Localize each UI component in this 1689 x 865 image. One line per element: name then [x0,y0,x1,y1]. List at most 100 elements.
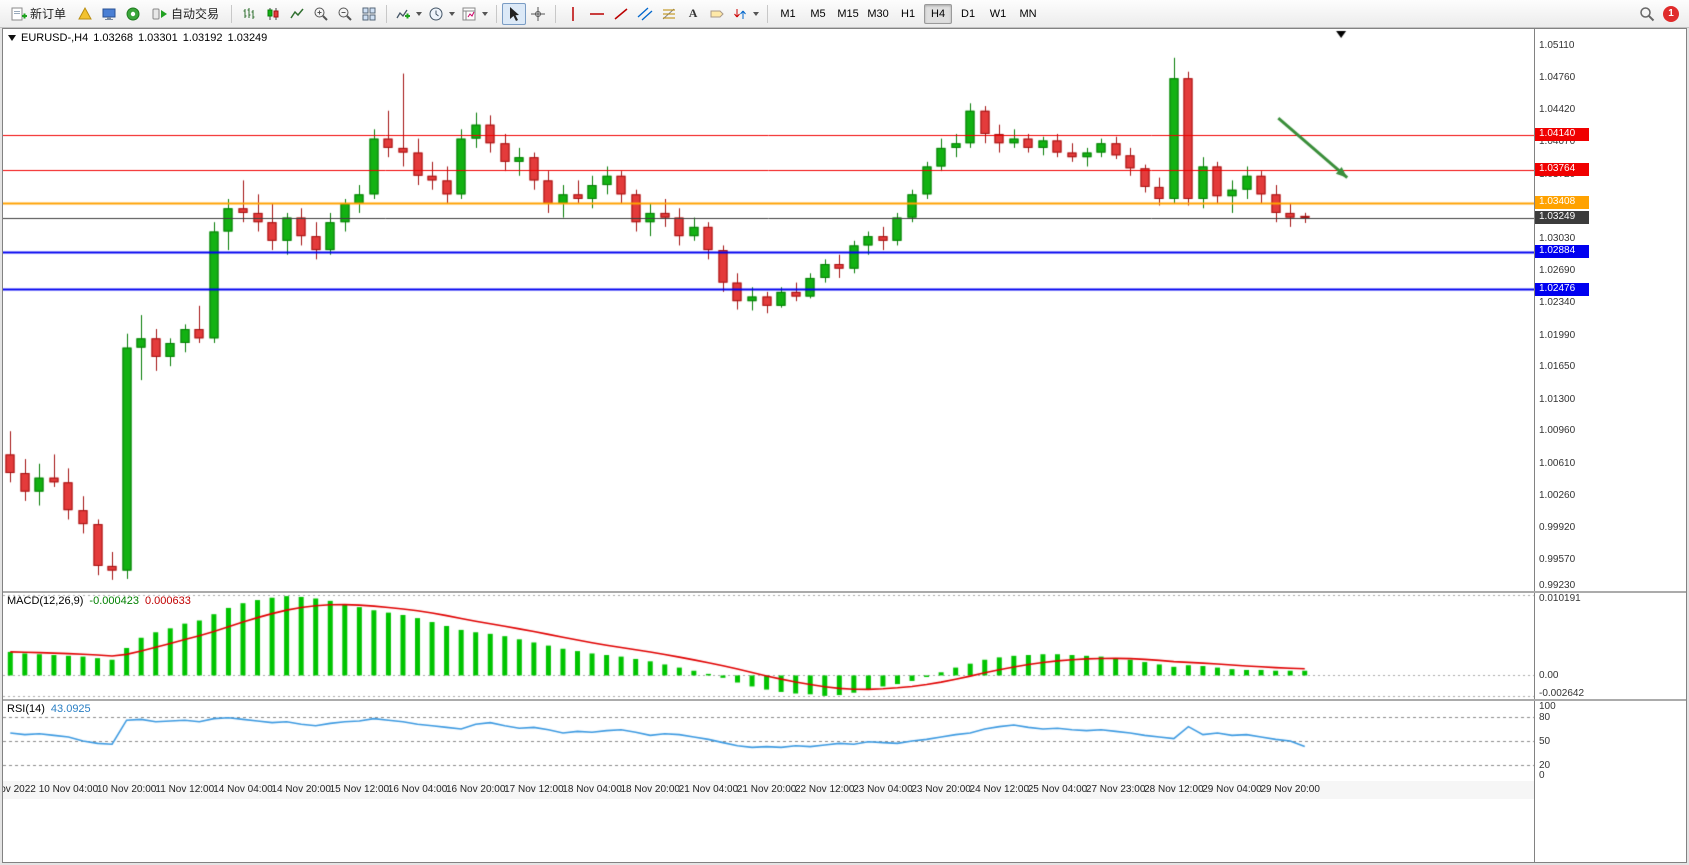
main-chart-plot[interactable]: EURUSD-,H4 1.03268 1.03301 1.03192 1.032… [3,29,1535,591]
price-tick: 1.04070 [1539,136,1576,148]
text-label-tool-button[interactable] [705,3,729,25]
crosshair-button[interactable] [526,3,550,25]
periods-button[interactable] [425,3,458,25]
time-axis-scale-corner [1535,781,1686,799]
time-axis-label: 17 Nov 12:00 [504,784,564,795]
price-tick: 1.01300 [1539,393,1576,405]
text-tool-icon: A [688,6,698,20]
community-button[interactable] [121,3,145,25]
timeframe-d1-button[interactable]: D1 [954,4,982,24]
bar-chart-mode-button[interactable] [237,3,261,25]
new-order-label: 新订单 [30,7,67,21]
rsi-row: RSI(14) 43.0925 100 80 50 20 0 [3,701,1686,781]
toolbar-separator [386,4,388,23]
macd-canvas[interactable] [3,593,1534,699]
vertical-line-tool-button[interactable] [561,3,585,25]
line-chart-mode-button[interactable] [285,3,309,25]
rsi-plot[interactable]: RSI(14) 43.0925 [3,701,1535,781]
time-axis-label: 21 Nov 04:00 [678,784,739,795]
price-tick: 0.99230 [1539,580,1576,591]
timeframe-m15-button[interactable]: M15 [834,4,862,24]
fibonacci-icon [662,8,676,19]
timeframe-mn-button[interactable]: MN [1014,4,1042,24]
chart-window: EURUSD-,H4 1.03268 1.03301 1.03192 1.032… [2,28,1687,863]
community-icon [126,7,140,20]
price-scale[interactable]: 1.051101.047601.044201.040701.037201.033… [1535,29,1686,591]
search-button[interactable] [1635,3,1659,25]
terminal-button[interactable] [97,3,121,25]
metaeditor-button[interactable] [73,3,97,25]
time-axis-label: 16 Nov 20:00 [445,784,506,795]
timeframe-m5-button[interactable]: M5 [804,4,832,24]
auto-trading-button[interactable]: 自动交易 [145,3,226,25]
time-axis-label: 23 Nov 20:00 [911,784,971,795]
indicators-button[interactable] [392,3,425,25]
notification-badge[interactable]: 1 [1663,5,1679,22]
rsi-scale-tick: 100 [1539,701,1556,712]
time-axis-label: 18 Nov 04:00 [562,784,622,795]
horizontal-line-tool-button[interactable] [585,3,609,25]
bar-chart-icon [243,7,255,19]
auto-trading-icon [152,8,168,19]
time-axis-label: 28 Nov 12:00 [1144,784,1204,795]
subwindow-separator[interactable] [3,591,1686,593]
arrows-tool-button[interactable] [729,3,762,25]
price-tick: 1.05110 [1539,39,1575,51]
zoom-out-button[interactable] [333,3,357,25]
search-icon [1640,6,1655,21]
arrows-icon [734,8,746,19]
blank-scale-area [1535,799,1686,862]
price-tick: 1.00960 [1539,425,1576,437]
macd-row: MACD(12,26,9) -0.000423 0.000633 0.01019… [3,593,1686,699]
zoom-in-button[interactable] [309,3,333,25]
timeframe-group: M1 M5 M15 M30 H1 H4 D1 W1 MN [773,3,1043,24]
timeframe-m1-button[interactable]: M1 [774,4,802,24]
fibonacci-tool-button[interactable] [657,3,681,25]
time-axis-label: 22 Nov 12:00 [795,784,855,795]
rsi-canvas[interactable] [3,701,1534,781]
new-order-icon [11,7,27,20]
rsi-scale[interactable]: 100 80 50 20 0 [1535,701,1686,781]
channel-tool-button[interactable] [633,3,657,25]
time-axis-label: 21 Nov 20:00 [736,784,797,795]
timeframe-h1-button[interactable]: H1 [894,4,922,24]
time-axis-label: 10 Nov 04:00 [38,784,99,795]
rsi-scale-tick: 20 [1539,760,1551,771]
level-price-label: 1.03249 [1535,211,1589,225]
macd-scale-tick: 0.00 [1539,670,1559,682]
timeframe-w1-button[interactable]: W1 [984,4,1012,24]
timeframe-m30-button[interactable]: M30 [864,4,892,24]
subwindow-separator[interactable] [3,699,1686,701]
macd-plot[interactable]: MACD(12,26,9) -0.000423 0.000633 [3,593,1535,699]
templates-icon [462,7,476,20]
toolbar-separator [496,4,498,23]
candlestick-mode-button[interactable] [261,3,285,25]
candlestick-canvas[interactable] [3,29,1534,591]
macd-scale[interactable]: 0.010191 0.00 -0.002642 [1535,593,1686,699]
dropdown-caret-icon [416,11,423,16]
new-order-button[interactable]: 新订单 [4,3,73,25]
toolbar-separator [231,4,233,23]
toolbar-separator [555,4,557,23]
tile-windows-button[interactable] [357,3,381,25]
time-axis-label: 24 Nov 12:00 [969,784,1030,795]
line-chart-icon [290,8,304,18]
horizontal-line-icon [590,12,605,15]
cursor-button[interactable] [502,2,527,25]
zoom-out-icon [338,7,352,21]
level-price-label: 1.04140 [1535,128,1589,142]
time-axis-label: 27 Nov 23:00 [1085,784,1146,795]
price-tick: 1.04420 [1539,103,1576,115]
price-tick: 1.01990 [1539,329,1576,341]
indicators-icon [396,9,411,18]
time-axis-label: 14 Nov 04:00 [213,784,273,795]
text-tool-button[interactable]: A [681,3,705,25]
timeframe-h4-button[interactable]: H4 [924,3,953,24]
templates-button[interactable] [458,3,491,25]
trendline-tool-button[interactable] [609,3,633,25]
level-price-label: 1.02476 [1535,282,1589,296]
time-axis-label: 29 Nov 20:00 [1260,784,1320,795]
